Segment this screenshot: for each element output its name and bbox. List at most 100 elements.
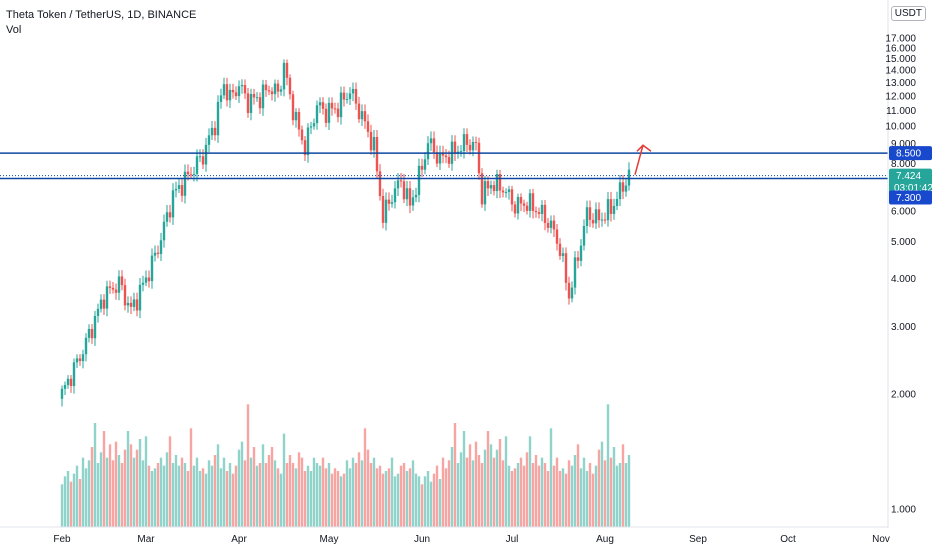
volume-bar — [558, 471, 562, 527]
price-tick-label: 17.000 — [885, 33, 916, 44]
volume-bar — [540, 457, 544, 527]
volume-bar — [72, 473, 76, 527]
candle-body — [243, 84, 247, 94]
volume-bar — [426, 471, 430, 527]
volume-bar — [192, 465, 196, 527]
volume-bar — [525, 452, 529, 527]
volume-bar — [471, 460, 475, 527]
volume-bar — [537, 465, 541, 527]
candle-body — [183, 171, 187, 196]
volume-bar — [102, 431, 106, 527]
volume-bar — [534, 455, 538, 527]
price-tick-label: 2.000 — [891, 389, 916, 400]
price-tick-label: 9.000 — [891, 139, 916, 150]
price-axis[interactable]: 1.000 2.000 3.000 4.000 5.000 6.000 8.000 9.000… — [885, 33, 916, 515]
candle-body — [384, 199, 388, 223]
volume-bar — [69, 481, 73, 527]
candle-body — [483, 181, 487, 205]
candle-body — [150, 255, 154, 282]
candle-body — [603, 219, 607, 221]
candle-body — [171, 190, 175, 218]
candle-body — [207, 135, 211, 145]
candle-body — [552, 220, 556, 230]
volume-bar — [513, 468, 517, 527]
chart-legend[interactable]: Theta Token / TetherUS, 1D, BINANCE Vol — [6, 8, 196, 38]
volume-bar — [609, 457, 613, 527]
volume-bar — [327, 463, 331, 527]
time-axis[interactable]: Feb Mar Apr May Jun Jul Aug Sep Oct Nov — [53, 534, 890, 545]
candle-body — [129, 302, 133, 307]
volume-bar — [114, 441, 118, 527]
volume-bar — [594, 465, 598, 527]
candle-body — [279, 89, 283, 92]
volume-bar — [108, 444, 112, 527]
candle-body — [324, 108, 328, 123]
volume-bar — [201, 468, 205, 527]
currency-unit-badge[interactable]: USDT — [890, 6, 926, 21]
level-layer[interactable] — [0, 152, 888, 180]
trend-arrow-shaft[interactable] — [634, 145, 644, 175]
volume-bar — [318, 465, 322, 527]
candle-body — [162, 221, 166, 241]
candle-body — [159, 240, 163, 254]
volume-bar — [402, 463, 406, 527]
candle-body — [261, 84, 265, 109]
volume-bar — [531, 463, 535, 527]
candle-body — [252, 94, 256, 98]
volume-bar — [522, 465, 526, 527]
volume-bar — [297, 452, 301, 527]
volume-bar — [153, 468, 157, 527]
volume-bar — [159, 457, 163, 527]
volume-bar — [573, 455, 577, 527]
volume-bar — [405, 471, 409, 527]
volume-bar — [141, 460, 145, 527]
volume-bar — [123, 449, 127, 527]
volume-bar — [498, 439, 502, 527]
candle-body — [351, 88, 355, 94]
candle-body — [618, 182, 622, 200]
volume-bar — [99, 452, 103, 527]
candle-body — [318, 102, 322, 106]
volume-bar — [246, 404, 250, 527]
candle-body — [282, 62, 286, 90]
volume-bar — [219, 468, 223, 527]
volume-bar — [168, 436, 172, 527]
candle-body — [585, 207, 589, 226]
candle-body — [93, 315, 97, 339]
volume-bar — [366, 449, 370, 527]
symbol-title[interactable]: Theta Token / TetherUS, 1D, BINANCE — [6, 9, 197, 21]
annotation-layer[interactable] — [634, 144, 652, 175]
volume-bar — [225, 471, 229, 527]
candle-body — [75, 358, 79, 363]
candle-body — [312, 123, 316, 127]
candle-body — [198, 156, 202, 158]
volume-bar — [237, 449, 241, 527]
candle-body — [396, 180, 400, 189]
trend-arrow-head[interactable] — [636, 144, 652, 152]
candle-body — [366, 121, 370, 132]
volume-bar — [453, 423, 457, 527]
volume-bar — [105, 457, 109, 527]
candle-body — [546, 222, 550, 228]
candle-body — [270, 91, 274, 95]
volume-bar — [387, 468, 391, 527]
candle-body — [570, 287, 574, 299]
candle-body — [192, 173, 196, 175]
candle-body — [465, 134, 469, 145]
candle-body — [348, 93, 352, 99]
candle-body — [333, 108, 337, 110]
volume-bar — [582, 457, 586, 527]
candle-body — [258, 97, 262, 109]
candle-body — [153, 252, 157, 256]
volume-bar — [66, 471, 70, 527]
candle-body — [378, 171, 382, 196]
volume-bar — [315, 463, 319, 527]
volume-bar — [417, 476, 421, 527]
candle-body — [393, 188, 397, 203]
volume-indicator-label[interactable]: Vol — [6, 24, 22, 36]
volume-bar — [303, 471, 307, 527]
candle-body — [354, 88, 358, 104]
price-tick-label: 11.000 — [886, 106, 916, 117]
candle-body — [531, 193, 535, 211]
